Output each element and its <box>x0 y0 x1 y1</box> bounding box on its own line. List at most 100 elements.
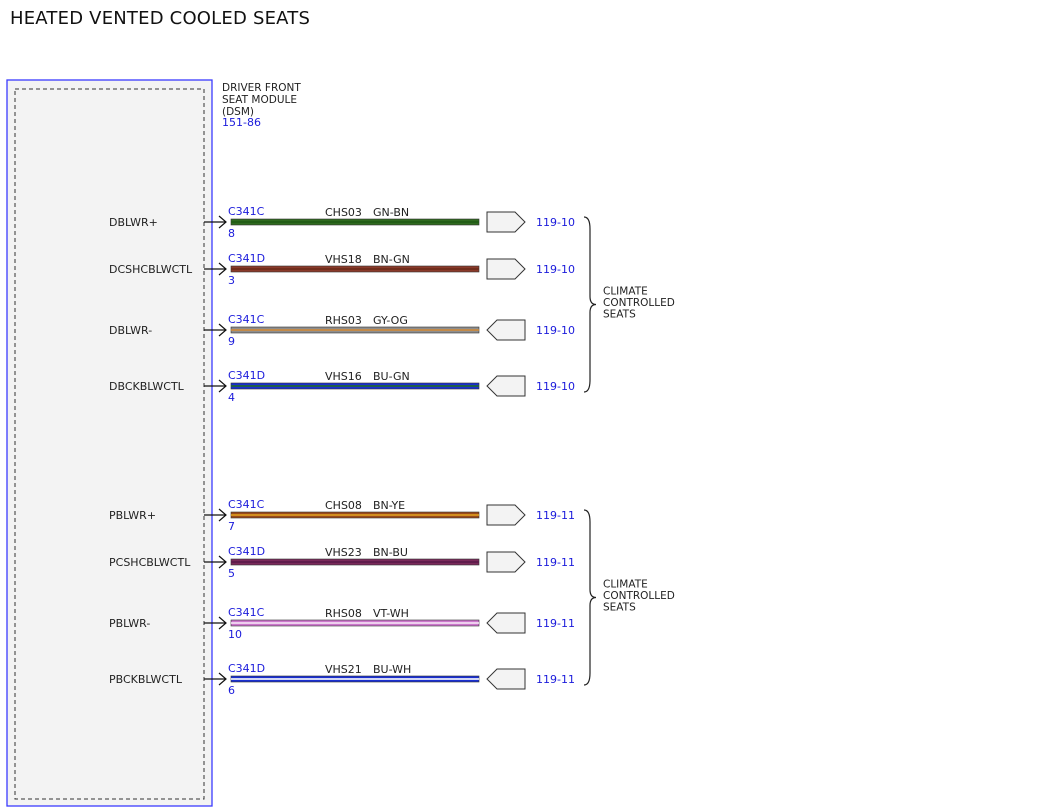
pin-arrow-icon <box>218 672 227 686</box>
circuit-row: PCSHCBLWCTL C341D 5 VHS23 BN-BU 119-11 <box>109 545 575 580</box>
terminal-connector-icon <box>486 668 526 690</box>
wire-stripe <box>231 329 479 331</box>
page-ref-link[interactable]: 119-10 <box>536 324 575 337</box>
group-label-line: CLIMATE <box>603 286 648 298</box>
wire-color-code: GY-OG <box>373 314 408 327</box>
wire-stripe <box>231 561 479 563</box>
pin-number: 5 <box>228 567 235 580</box>
page-ref-link[interactable]: 119-10 <box>536 263 575 276</box>
group-label-line: CONTROLLED <box>603 297 675 309</box>
pin-function-label: PBLWR+ <box>109 509 156 522</box>
circuit-id: VHS18 <box>325 253 362 266</box>
group-label-line: SEATS <box>603 309 636 321</box>
module-name-line-2: SEAT MODULE <box>222 94 297 106</box>
pin-function-label: DBLWR- <box>109 324 152 337</box>
terminal-connector-icon <box>486 504 526 526</box>
module-ref[interactable]: 151-86 <box>222 116 261 129</box>
pin-arrow-icon <box>218 379 227 393</box>
circuit-row: DBCKBLWCTL C341D 4 VHS16 BU-GN 119-10 <box>109 369 575 404</box>
module-name-line-3: (DSM) <box>222 106 254 118</box>
connector-label[interactable]: C341C <box>228 606 265 619</box>
group-label-line: SEATS <box>603 602 636 614</box>
module-inner-dashed <box>14 88 205 800</box>
wire-stripe <box>231 221 479 223</box>
terminal-connector-icon <box>486 612 526 634</box>
page-ref-link[interactable]: 119-11 <box>536 673 575 686</box>
wire-color-code: BN-GN <box>373 253 410 266</box>
page-ref-link[interactable]: 119-11 <box>536 617 575 630</box>
pin-number: 10 <box>228 628 242 641</box>
brace-icon <box>583 509 597 686</box>
circuit-id: RHS03 <box>325 314 362 327</box>
pin-number: 7 <box>228 520 235 533</box>
wire-color-code: BU-GN <box>373 370 410 383</box>
wire-stripe <box>231 678 479 680</box>
groups-layer: CLIMATECONTROLLEDSEATSCLIMATECONTROLLEDS… <box>583 216 675 686</box>
circuit-row: PBLWR- C341C 10 RHS08 VT-WH 119-11 <box>109 606 575 641</box>
circuit-row: DBLWR+ C341C 8 CHS03 GN-BN 119-10 <box>109 205 575 240</box>
circuit-row: DCSHCBLWCTL C341D 3 VHS18 BN-GN 119-10 <box>109 252 575 287</box>
pin-arrow-icon <box>218 323 227 337</box>
pin-function-label: DBLWR+ <box>109 216 158 229</box>
terminal-connector-icon <box>486 551 526 573</box>
pin-function-label: PBCKBLWCTL <box>109 673 183 686</box>
pin-arrow-icon <box>218 262 227 276</box>
pin-arrow-icon <box>218 555 227 569</box>
group-label-line: CONTROLLED <box>603 590 675 602</box>
pin-arrow-icon <box>218 508 227 522</box>
circuits-layer: DBLWR+ C341C 8 CHS03 GN-BN 119-10 DCSHCBLWCTL C… <box>109 205 575 697</box>
brace-icon <box>583 216 597 393</box>
circuit-id: VHS23 <box>325 546 362 559</box>
circuit-id: VHS16 <box>325 370 362 383</box>
terminal-connector-icon <box>486 375 526 397</box>
pin-arrow-icon <box>218 616 227 630</box>
circuit-id: VHS21 <box>325 663 362 676</box>
circuit-row: PBLWR+ C341C 7 CHS08 BN-YE 119-11 <box>109 498 575 533</box>
pin-function-label: DBCKBLWCTL <box>109 380 185 393</box>
wire-stripe <box>231 622 479 624</box>
connector-label[interactable]: C341C <box>228 205 265 218</box>
wire-color-code: BN-BU <box>373 546 408 559</box>
pin-function-label: DCSHCBLWCTL <box>109 263 193 276</box>
pin-number: 4 <box>228 391 235 404</box>
circuit-row: DBLWR- C341C 9 RHS03 GY-OG 119-10 <box>109 313 575 348</box>
terminal-connector-icon <box>486 211 526 233</box>
connector-label[interactable]: C341D <box>228 252 265 265</box>
terminal-connector-icon <box>486 319 526 341</box>
terminal-connector-icon <box>486 258 526 280</box>
connector-label[interactable]: C341C <box>228 313 265 326</box>
connector-label[interactable]: C341C <box>228 498 265 511</box>
wire-stripe <box>231 514 479 516</box>
page-ref-link[interactable]: 119-11 <box>536 509 575 522</box>
wire-color-code: GN-BN <box>373 206 409 219</box>
pin-number: 8 <box>228 227 235 240</box>
circuit-id: CHS03 <box>325 206 362 219</box>
wire-color-code: BU-WH <box>373 663 411 676</box>
wire-color-code: VT-WH <box>373 607 409 620</box>
pin-number: 3 <box>228 274 235 287</box>
pin-number: 9 <box>228 335 235 348</box>
connector-label[interactable]: C341D <box>228 545 265 558</box>
module-name-line-1: DRIVER FRONT <box>222 82 301 94</box>
wire-stripe <box>231 268 479 270</box>
page-title: HEATED VENTED COOLED SEATS <box>10 8 311 29</box>
circuit-row: PBCKBLWCTL C341D 6 VHS21 BU-WH 119-11 <box>109 662 575 697</box>
module-outline <box>6 79 213 807</box>
page-ref-link[interactable]: 119-10 <box>536 380 575 393</box>
wire-stripe <box>231 385 479 387</box>
pin-number: 6 <box>228 684 235 697</box>
connector-label[interactable]: C341D <box>228 369 265 382</box>
pin-arrow-icon <box>218 215 227 229</box>
pin-function-label: PBLWR- <box>109 617 150 630</box>
group-label-line: CLIMATE <box>603 579 648 591</box>
circuit-id: CHS08 <box>325 499 362 512</box>
page-ref-link[interactable]: 119-10 <box>536 216 575 229</box>
pin-function-label: PCSHCBLWCTL <box>109 556 191 569</box>
wire-color-code: BN-YE <box>373 499 405 512</box>
page-ref-link[interactable]: 119-11 <box>536 556 575 569</box>
circuit-id: RHS08 <box>325 607 362 620</box>
connector-label[interactable]: C341D <box>228 662 265 675</box>
